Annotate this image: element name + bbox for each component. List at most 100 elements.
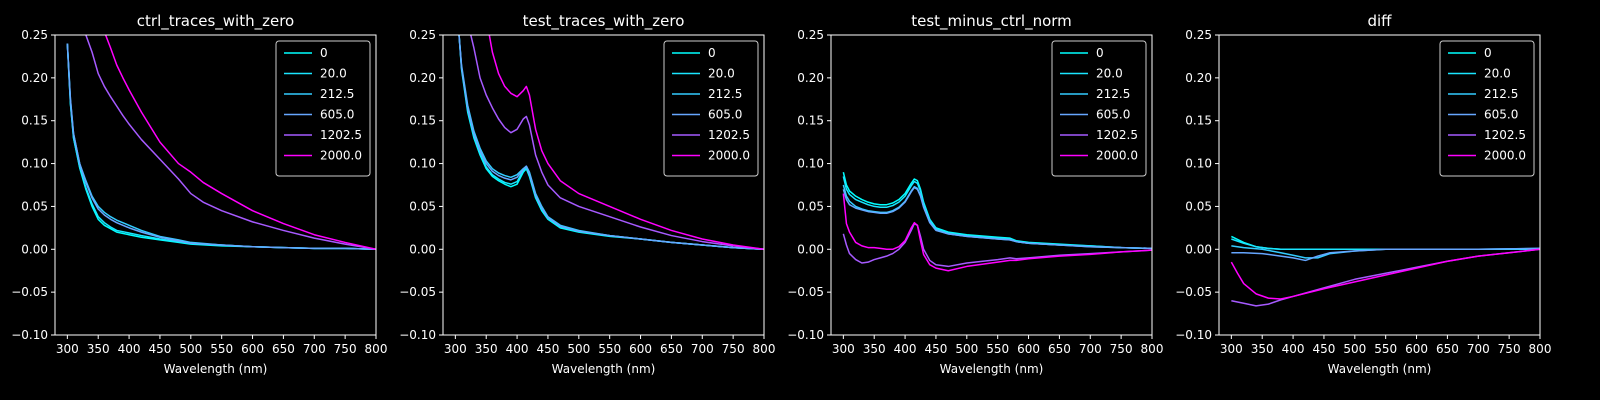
y-tick-label: 0.15 xyxy=(797,114,824,128)
x-tick-label: 300 xyxy=(56,342,79,356)
x-tick-label: 350 xyxy=(475,342,498,356)
x-tick-label: 650 xyxy=(660,342,683,356)
y-tick-label: 0.05 xyxy=(797,199,824,213)
axes-frame xyxy=(442,34,765,336)
x-tick-label: 500 xyxy=(179,342,202,356)
series-group xyxy=(66,35,376,251)
series-line-2000.0 xyxy=(1230,248,1540,300)
x-tick-label: 800 xyxy=(753,342,776,356)
chart-title: ctrl_traces_with_zero xyxy=(137,12,294,31)
series-line-2000.0 xyxy=(842,193,1152,272)
legend-entry-label: 2000.0 xyxy=(1484,149,1526,163)
legend: 0 20.0 212.5 605.0 1202.5 2000.0 xyxy=(1051,40,1147,177)
chart-title: diff xyxy=(1367,12,1392,30)
series-line-1202.5 xyxy=(85,35,376,251)
y-tick-label: 0.10 xyxy=(21,157,48,171)
y-tick-label: 0.05 xyxy=(1185,199,1212,213)
y-tick-label: −0.10 xyxy=(1175,328,1212,342)
x-tick-label: 500 xyxy=(1343,342,1366,356)
x-tick-label: 600 xyxy=(629,342,652,356)
axes-frame xyxy=(54,34,377,336)
legend-entry-label: 1202.5 xyxy=(1096,128,1138,142)
x-tick-label: 450 xyxy=(1312,342,1335,356)
x-tick-label: 750 xyxy=(1498,342,1521,356)
x-tick-label: 600 xyxy=(1405,342,1428,356)
y-tick-label: 0.25 xyxy=(797,28,824,42)
series-line-2000.0 xyxy=(488,35,764,251)
x-tick-label: 450 xyxy=(536,342,559,356)
y-tick-label: 0.20 xyxy=(797,71,824,85)
x-tick-label: 700 xyxy=(1079,342,1102,356)
y-tick-label: 0.15 xyxy=(409,114,436,128)
legend-entry-label: 212.5 xyxy=(320,87,354,101)
x-tick-label: 800 xyxy=(365,342,388,356)
y-tick-label: 0.05 xyxy=(409,199,436,213)
x-tick-label: 700 xyxy=(1467,342,1490,356)
legend-entry-label: 212.5 xyxy=(1096,87,1130,101)
legend-entry-label: 20.0 xyxy=(1484,67,1511,81)
x-tick-label: 400 xyxy=(118,342,141,356)
y-tick-label: 0.10 xyxy=(797,157,824,171)
x-tick-label: 550 xyxy=(210,342,233,356)
chart-panel-1: ctrl_traces_with_zero 300 350 400 450 500 550 6… xyxy=(11,12,387,376)
x-tick-label: 800 xyxy=(1529,342,1552,356)
series-line-605.0 xyxy=(842,186,1152,250)
y-tick-label: 0.25 xyxy=(21,28,48,42)
x-axis-label: Wavelength (nm) xyxy=(940,362,1044,376)
x-tick-label: 700 xyxy=(303,342,326,356)
series-line-605.0 xyxy=(66,43,376,251)
y-tick-label: −0.05 xyxy=(11,285,48,299)
legend-entry-label: 0 xyxy=(708,46,716,60)
x-tick-label: 400 xyxy=(506,342,529,356)
x-tick-label: 700 xyxy=(691,342,714,356)
chart-panel-2: test_traces_with_zero 300 350 400 450 500 550 6… xyxy=(399,12,775,376)
legend-box xyxy=(275,40,371,177)
legend-entry-label: 1202.5 xyxy=(1484,128,1526,142)
y-tick-label: 0.00 xyxy=(21,242,48,256)
legend-entry-label: 0 xyxy=(1096,46,1104,60)
legend-entry-label: 605.0 xyxy=(320,108,354,122)
legend-entry-label: 20.0 xyxy=(320,67,347,81)
y-tick-label: 0.15 xyxy=(21,114,48,128)
y-tick-label: 0.20 xyxy=(21,71,48,85)
chart-panel-3: test_minus_ctrl_norm 300 350 400 450 500 550 60… xyxy=(787,12,1163,376)
axes-frame xyxy=(1218,34,1541,336)
y-tick-label: −0.05 xyxy=(787,285,824,299)
legend-entry-label: 212.5 xyxy=(1484,87,1518,101)
x-axis-label: Wavelength (nm) xyxy=(552,362,656,376)
legend-entry-label: 2000.0 xyxy=(1096,149,1138,163)
x-axis-label: Wavelength (nm) xyxy=(164,362,268,376)
series-line-2000.0 xyxy=(104,35,376,251)
x-tick-label: 650 xyxy=(1436,342,1459,356)
y-tick-label: 0.00 xyxy=(1185,242,1212,256)
y-tick-label: −0.10 xyxy=(11,328,48,342)
y-tick-label: 0.00 xyxy=(797,242,824,256)
legend-box xyxy=(1051,40,1147,177)
x-axis-label: Wavelength (nm) xyxy=(1328,362,1432,376)
x-tick-label: 400 xyxy=(1282,342,1305,356)
x-tick-label: 550 xyxy=(598,342,621,356)
legend-entry-label: 1202.5 xyxy=(320,128,362,142)
legend-entry-label: 605.0 xyxy=(1096,108,1130,122)
x-tick-label: 600 xyxy=(241,342,264,356)
y-tick-label: 0.20 xyxy=(409,71,436,85)
legend-entry-label: 1202.5 xyxy=(708,128,750,142)
y-tick-label: 0.05 xyxy=(21,199,48,213)
legend-entry-label: 0 xyxy=(320,46,328,60)
x-tick-label: 350 xyxy=(1251,342,1274,356)
x-tick-label: 400 xyxy=(894,342,917,356)
legend-entry-label: 20.0 xyxy=(708,67,735,81)
x-tick-label: 500 xyxy=(955,342,978,356)
legend-entry-label: 2000.0 xyxy=(708,149,750,163)
chart-panel-4: diff 300 350 400 450 500 550 600 650 700 750 800 −0.… xyxy=(1175,12,1551,376)
x-tick-label: 750 xyxy=(1110,342,1133,356)
legend: 0 20.0 212.5 605.0 1202.5 2000.0 xyxy=(663,40,759,177)
x-tick-label: 300 xyxy=(444,342,467,356)
x-tick-label: 550 xyxy=(1374,342,1397,356)
x-tick-label: 300 xyxy=(832,342,855,356)
x-tick-label: 550 xyxy=(986,342,1009,356)
x-tick-label: 450 xyxy=(148,342,171,356)
y-tick-label: 0.25 xyxy=(1185,28,1212,42)
y-tick-label: −0.10 xyxy=(787,328,824,342)
legend-entry-label: 2000.0 xyxy=(320,149,362,163)
